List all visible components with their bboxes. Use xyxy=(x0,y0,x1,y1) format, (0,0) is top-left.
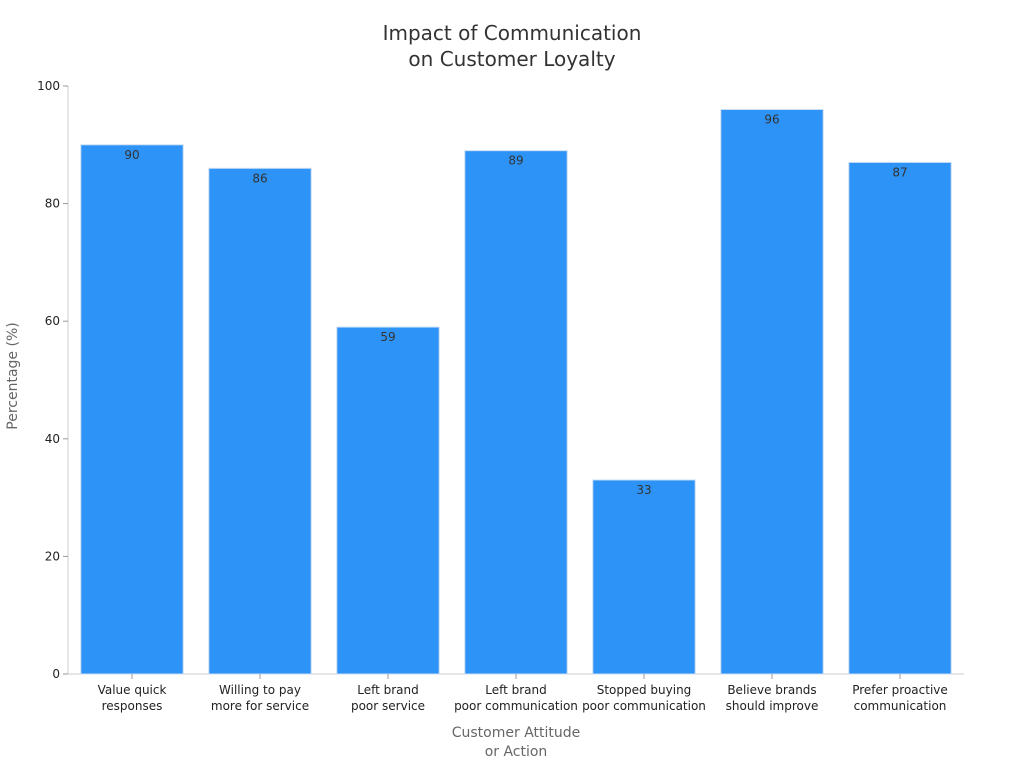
chart-title-line-2: on Customer Loyalty xyxy=(408,47,615,71)
x-tick-label: poor communication xyxy=(582,699,706,713)
bar-value-label: 90 xyxy=(124,148,139,162)
x-tick-label: Prefer proactive xyxy=(852,683,948,697)
bar xyxy=(464,150,568,675)
y-tick-label: 20 xyxy=(45,549,60,563)
y-tick-label: 0 xyxy=(52,667,60,681)
bar xyxy=(720,109,824,675)
x-tick-label: should improve xyxy=(726,699,819,713)
bar xyxy=(80,144,184,675)
x-tick-label: Left brand xyxy=(485,683,547,697)
x-tick-label: Left brand xyxy=(357,683,419,697)
y-tick-label: 80 xyxy=(45,197,60,211)
bar-value-label: 96 xyxy=(764,113,779,127)
x-axis-title-line-1: Customer Attitude xyxy=(452,725,581,741)
bar xyxy=(336,326,440,675)
x-tick-label: poor communication xyxy=(454,699,578,713)
y-tick-label: 60 xyxy=(45,314,60,328)
y-axis-ticks: 0 20 40 60 80 100 xyxy=(37,79,68,681)
x-tick-label: Willing to pay xyxy=(219,683,301,697)
y-axis-title: Percentage (%) xyxy=(5,322,21,429)
bar xyxy=(208,167,312,675)
x-tick-label: Believe brands xyxy=(727,683,816,697)
chart-title-line-1: Impact of Communication xyxy=(383,21,642,45)
x-tick-label: Stopped buying xyxy=(597,683,692,697)
x-tick-label: poor service xyxy=(351,699,425,713)
bar-value-label: 87 xyxy=(892,165,907,179)
bar-series: 90 86 59 89 33 96 87 xyxy=(80,109,952,675)
bar xyxy=(848,161,952,675)
bar xyxy=(592,479,696,675)
y-tick-label: 100 xyxy=(37,79,60,93)
x-tick-label: more for service xyxy=(211,699,309,713)
x-tick-label: Value quick xyxy=(98,683,167,697)
bar-value-label: 89 xyxy=(508,154,523,168)
x-axis-ticks: Value quick responses Willing to pay more f… xyxy=(98,674,948,713)
bar-value-label: 86 xyxy=(252,171,267,185)
x-axis-title-line-2: or Action xyxy=(485,744,548,760)
x-tick-label: communication xyxy=(854,699,947,713)
bar-value-label: 33 xyxy=(636,483,651,497)
y-tick-label: 40 xyxy=(45,432,60,446)
bar-value-label: 59 xyxy=(380,330,395,344)
x-tick-label: responses xyxy=(102,699,163,713)
